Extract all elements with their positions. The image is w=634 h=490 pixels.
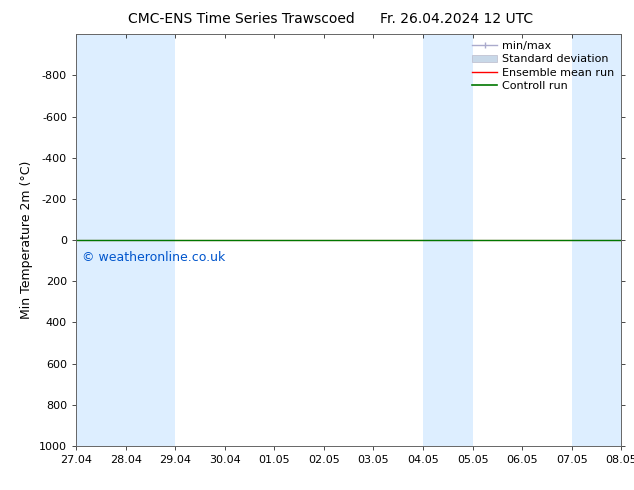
Y-axis label: Min Temperature 2m (°C): Min Temperature 2m (°C)	[20, 161, 34, 319]
Bar	[423, 34, 472, 446]
Bar	[76, 34, 126, 446]
Bar	[572, 34, 621, 446]
Text: CMC-ENS Time Series Trawscoed: CMC-ENS Time Series Trawscoed	[127, 12, 354, 26]
Legend: min/max, Standard deviation, Ensemble mean run, Controll run: min/max, Standard deviation, Ensemble me…	[468, 37, 619, 96]
Text: © weatheronline.co.uk: © weatheronline.co.uk	[82, 251, 225, 264]
Bar	[126, 34, 175, 446]
Text: Fr. 26.04.2024 12 UTC: Fr. 26.04.2024 12 UTC	[380, 12, 533, 26]
